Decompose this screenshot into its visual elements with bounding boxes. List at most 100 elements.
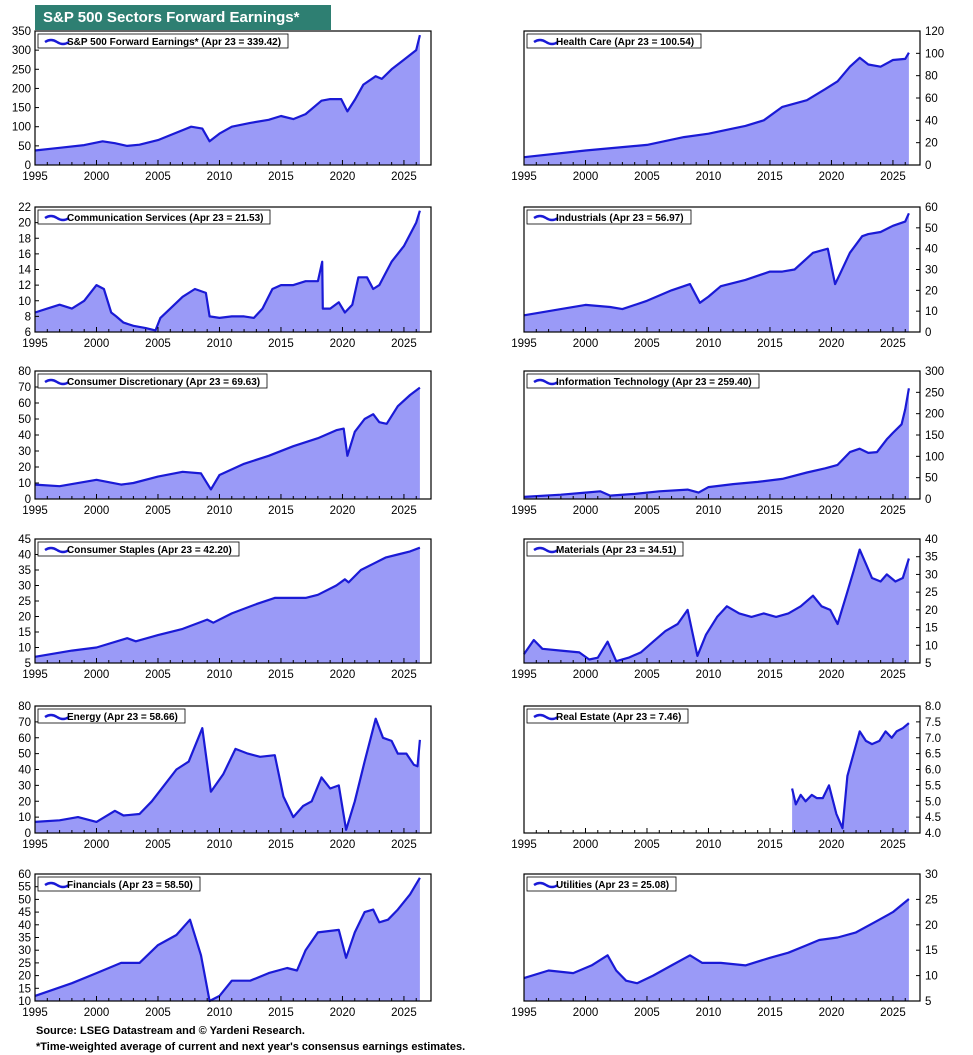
y-tick-label: 150 — [925, 430, 944, 442]
x-tick-label: 2005 — [634, 505, 660, 517]
y-tick-label: 25 — [18, 596, 31, 608]
x-tick-label: 2025 — [880, 839, 906, 851]
x-tick-label: 2020 — [819, 338, 845, 350]
y-tick-label: 50 — [18, 894, 31, 906]
y-tick-label: 7.0 — [925, 733, 941, 745]
y-tick-label: 10 — [18, 478, 31, 490]
x-tick-label: 2005 — [634, 669, 660, 681]
y-tick-label: 4.5 — [925, 812, 941, 824]
y-tick-label: 40 — [925, 115, 938, 127]
x-tick-label: 2015 — [268, 505, 294, 517]
x-tick-label: 2000 — [84, 669, 110, 681]
x-tick-label: 2000 — [573, 839, 599, 851]
legend-swatch — [44, 713, 70, 721]
y-tick-label: 50 — [925, 223, 938, 235]
legend-label: Health Care (Apr 23 = 100.54) — [556, 37, 694, 48]
y-tick-label: 60 — [18, 869, 31, 881]
legend-swatch — [44, 38, 70, 46]
x-tick-label: 2010 — [696, 338, 722, 350]
plot-frame — [34, 30, 432, 166]
x-tick-label: 2005 — [145, 1007, 171, 1019]
legend-swatch — [44, 881, 70, 889]
legend-swatch — [533, 881, 559, 889]
x-tick-label: 2015 — [757, 839, 783, 851]
series-line-sp500 — [34, 34, 421, 152]
series-line-financials — [34, 877, 421, 1003]
legend-swatch — [533, 214, 559, 222]
legend-health: Health Care (Apr 23 = 100.54) — [526, 33, 702, 49]
x-tick-label: 2000 — [573, 669, 599, 681]
y-tick-label: 100 — [925, 451, 944, 463]
legend-materials: Materials (Apr 23 = 34.51) — [526, 541, 684, 557]
y-tick-label: 12 — [18, 280, 31, 292]
x-tick-label: 2020 — [819, 171, 845, 183]
x-tick-label: 2015 — [268, 839, 294, 851]
y-tick-label: 100 — [925, 48, 944, 60]
y-tick-label: 5 — [25, 658, 31, 670]
y-tick-label: 80 — [18, 701, 31, 713]
y-tick-label: 20 — [18, 462, 31, 474]
x-tick-label: 2015 — [268, 338, 294, 350]
y-tick-label: 10 — [18, 643, 31, 655]
x-tick-label: 2025 — [391, 171, 417, 183]
y-tick-label: 55 — [18, 882, 31, 894]
x-tick-label: 2005 — [634, 839, 660, 851]
y-tick-label: 10 — [18, 996, 31, 1008]
y-tick-label: 40 — [18, 765, 31, 777]
legend-industrials: Industrials (Apr 23 = 56.97) — [526, 209, 692, 225]
y-tick-label: 250 — [12, 64, 31, 76]
y-tick-label: 200 — [12, 83, 31, 95]
x-tick-label: 2020 — [819, 669, 845, 681]
legend-label: Real Estate (Apr 23 = 7.46) — [556, 712, 681, 723]
y-tick-label: 0 — [25, 160, 31, 172]
x-tick-label: 1995 — [511, 505, 537, 517]
chart-infotech: 0 50 100 150 200 250 300 1995 2000 2005 2010 2015 20… — [511, 366, 944, 517]
legend-consdisc: Consumer Discretionary (Apr 23 = 69.63) — [37, 373, 268, 389]
x-tick-label: 2015 — [268, 171, 294, 183]
y-tick-label: 50 — [18, 414, 31, 426]
y-tick-label: 150 — [12, 103, 31, 115]
legend-swatch — [44, 546, 70, 554]
chart-comm: 6 8 10 12 14 16 18 20 22 1995 2000 2005 2010 2015 2020… — [18, 202, 432, 350]
x-tick-label: 2005 — [634, 1007, 660, 1019]
x-tick-label: 2020 — [330, 171, 356, 183]
y-tick-label: 30 — [18, 780, 31, 792]
x-tick-label: 2005 — [145, 839, 171, 851]
series-area-health — [524, 52, 909, 166]
y-tick-label: 8 — [25, 311, 31, 323]
x-tick-label: 2025 — [880, 1007, 906, 1019]
chart-sp500: 0 50 100 150 200 250 300 350 1995 2000 2005 2010 201… — [12, 26, 432, 183]
x-tick-label: 2025 — [391, 505, 417, 517]
y-tick-label: 80 — [925, 71, 938, 83]
legend-staples: Consumer Staples (Apr 23 = 42.20) — [37, 541, 240, 557]
legend-financials: Financials (Apr 23 = 58.50) — [37, 876, 201, 892]
y-tick-label: 0 — [925, 327, 931, 339]
legend-label: Industrials (Apr 23 = 56.97) — [556, 213, 684, 224]
page-title: S&P 500 Sectors Forward Earnings* — [35, 5, 331, 30]
y-tick-label: 40 — [18, 430, 31, 442]
y-tick-label: 20 — [925, 138, 938, 150]
legend-swatch — [44, 378, 70, 386]
y-tick-label: 35 — [925, 552, 938, 564]
y-tick-label: 10 — [18, 812, 31, 824]
x-tick-label: 2025 — [391, 1007, 417, 1019]
y-tick-label: 25 — [925, 894, 938, 906]
x-tick-label: 2015 — [757, 505, 783, 517]
x-tick-label: 2020 — [330, 669, 356, 681]
x-tick-label: 1995 — [22, 839, 48, 851]
series-area-staples — [35, 547, 420, 663]
y-tick-label: 5 — [925, 996, 931, 1008]
plot-frame — [523, 538, 921, 664]
chart-consdisc: 0 10 20 30 40 50 60 70 80 1995 2000 2005 2010 2015 202… — [18, 366, 432, 517]
x-tick-label: 2025 — [880, 338, 906, 350]
legend-label: Information Technology (Apr 23 = 259.40) — [556, 377, 752, 388]
series-line-comm — [34, 210, 421, 332]
y-tick-label: 10 — [925, 306, 938, 318]
x-tick-label: 2010 — [207, 171, 233, 183]
x-tick-label: 2005 — [145, 669, 171, 681]
legend-realestate: Real Estate (Apr 23 = 7.46) — [526, 708, 689, 724]
x-tick-label: 2020 — [330, 1007, 356, 1019]
